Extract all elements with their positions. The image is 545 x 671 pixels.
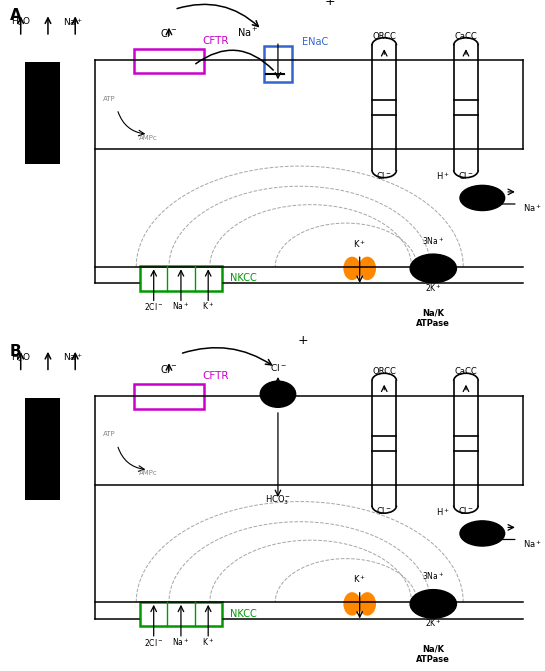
Ellipse shape [261,381,295,407]
Text: Na/K
ATPase: Na/K ATPase [416,309,450,328]
Text: A: A [10,8,22,23]
Text: NKCC: NKCC [230,609,257,619]
Ellipse shape [359,592,376,616]
Text: Cl$^-$: Cl$^-$ [160,363,178,374]
Text: ATP: ATP [102,431,116,437]
Text: 2Cl$^-$: 2Cl$^-$ [144,301,163,312]
Text: Na$^+$: Na$^+$ [172,301,190,312]
Text: ORCC: ORCC [372,367,396,376]
Text: Na$^+$: Na$^+$ [172,636,190,648]
Text: H$^+$: H$^+$ [436,507,450,518]
Text: Na$^+$: Na$^+$ [237,25,259,39]
Text: K$^+$: K$^+$ [202,301,214,312]
Text: ATP: ATP [102,96,116,101]
Text: Cl$^-$: Cl$^-$ [270,362,286,372]
Text: Na$^+$: Na$^+$ [523,538,542,550]
Bar [140,266,222,291]
Ellipse shape [410,590,457,618]
Bar [134,384,204,409]
Text: Cl$^-$: Cl$^-$ [160,28,178,39]
Text: 2K$^+$: 2K$^+$ [425,282,442,294]
Text: Na$^+$: Na$^+$ [63,16,84,28]
Text: Cl$^-$: Cl$^-$ [458,505,474,516]
Text: +: + [297,334,308,347]
Ellipse shape [410,254,457,282]
Bar [140,602,222,626]
Text: +: + [324,0,335,8]
Bar [134,49,204,73]
Ellipse shape [460,185,505,211]
Text: NKCC: NKCC [230,274,257,283]
Text: K$^+$: K$^+$ [202,636,214,648]
Text: CFTR: CFTR [202,36,228,46]
Text: 2K$^+$: 2K$^+$ [425,618,442,629]
Ellipse shape [359,256,376,280]
Text: 2Cl$^-$: 2Cl$^-$ [144,637,163,648]
Text: Na$^+$: Na$^+$ [63,352,84,363]
Text: B: B [10,344,21,359]
Text: Cl$^-$: Cl$^-$ [458,170,474,180]
Bar [25,62,60,164]
Text: AMPc: AMPc [139,470,158,476]
Text: Cl$^-$: Cl$^-$ [377,170,392,180]
Text: ORCC: ORCC [372,32,396,40]
Text: H$_2$O: H$_2$O [11,351,31,364]
Text: Na$^+$: Na$^+$ [523,203,542,214]
Text: H$_2$O: H$_2$O [11,15,31,28]
Text: Na/K
ATPase: Na/K ATPase [416,644,450,664]
Text: K$^+$: K$^+$ [353,574,366,585]
Text: CFTR: CFTR [202,372,228,381]
Ellipse shape [343,256,361,280]
Text: 3Na$^+$: 3Na$^+$ [422,236,444,247]
Bar [264,46,292,81]
Text: K$^+$: K$^+$ [353,238,366,250]
Text: H$^+$: H$^+$ [436,171,450,183]
Text: ENaC: ENaC [302,37,329,46]
Ellipse shape [460,521,505,546]
Text: AMPc: AMPc [139,135,158,141]
Text: CaCC: CaCC [455,367,477,376]
Text: CaCC: CaCC [455,32,477,40]
Bar [25,397,60,500]
Text: 3Na$^+$: 3Na$^+$ [422,571,444,582]
Ellipse shape [343,592,361,616]
Text: HCO$_3^-$: HCO$_3^-$ [265,493,291,507]
Text: Cl$^-$: Cl$^-$ [377,505,392,516]
